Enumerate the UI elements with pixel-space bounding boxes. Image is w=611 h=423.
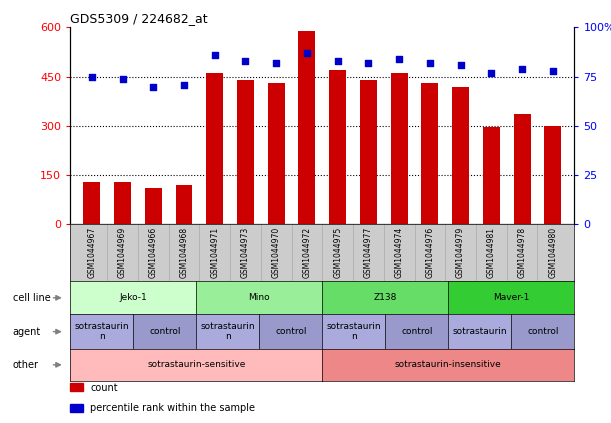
Point xyxy=(148,83,158,90)
Point xyxy=(364,60,373,66)
Text: sotrastaurin
n: sotrastaurin n xyxy=(326,322,381,341)
Text: cell line: cell line xyxy=(13,293,50,303)
Bar xyxy=(360,80,377,224)
Point xyxy=(333,58,343,64)
Text: GSM1044973: GSM1044973 xyxy=(241,227,250,278)
Point xyxy=(118,75,128,82)
Point xyxy=(517,66,527,72)
Text: percentile rank within the sample: percentile rank within the sample xyxy=(90,403,255,413)
Bar xyxy=(207,74,223,224)
Text: sotrastaurin
n: sotrastaurin n xyxy=(75,322,129,341)
Text: GSM1044975: GSM1044975 xyxy=(333,227,342,278)
Text: sotrastaurin
n: sotrastaurin n xyxy=(200,322,255,341)
Text: GSM1044970: GSM1044970 xyxy=(272,227,280,278)
Text: control: control xyxy=(527,327,558,336)
Text: control: control xyxy=(275,327,307,336)
Bar xyxy=(268,83,285,224)
Point xyxy=(394,55,404,62)
Text: GSM1044976: GSM1044976 xyxy=(425,227,434,278)
Text: Jeko-1: Jeko-1 xyxy=(119,293,147,302)
Text: control: control xyxy=(401,327,433,336)
Bar xyxy=(70,383,83,391)
Text: count: count xyxy=(90,382,118,393)
Bar xyxy=(514,114,530,224)
Text: agent: agent xyxy=(13,327,41,337)
Text: GSM1044977: GSM1044977 xyxy=(364,227,373,278)
Bar xyxy=(237,80,254,224)
Text: control: control xyxy=(149,327,180,336)
Point xyxy=(486,69,496,76)
Text: GSM1044967: GSM1044967 xyxy=(87,227,97,278)
Bar xyxy=(70,404,83,412)
Text: sotrastaurin-insensitive: sotrastaurin-insensitive xyxy=(395,360,502,369)
Bar xyxy=(114,182,131,224)
Text: GSM1044972: GSM1044972 xyxy=(302,227,312,278)
Point xyxy=(548,67,558,74)
Bar xyxy=(422,83,438,224)
Point xyxy=(425,60,435,66)
Text: GDS5309 / 224682_at: GDS5309 / 224682_at xyxy=(70,12,208,25)
Text: GSM1044969: GSM1044969 xyxy=(118,227,127,278)
Bar xyxy=(452,87,469,224)
Bar xyxy=(145,188,162,224)
Text: sotrastaurin: sotrastaurin xyxy=(453,327,507,336)
Point xyxy=(302,49,312,56)
Text: GSM1044966: GSM1044966 xyxy=(148,227,158,278)
Bar xyxy=(483,127,500,224)
Text: other: other xyxy=(13,360,38,370)
Text: GSM1044981: GSM1044981 xyxy=(487,227,496,278)
Text: Z138: Z138 xyxy=(373,293,397,302)
Text: GSM1044980: GSM1044980 xyxy=(548,227,557,278)
Point xyxy=(179,81,189,88)
Text: GSM1044978: GSM1044978 xyxy=(518,227,527,278)
Bar xyxy=(544,126,562,224)
Point xyxy=(456,61,466,68)
Text: GSM1044979: GSM1044979 xyxy=(456,227,465,278)
Text: GSM1044971: GSM1044971 xyxy=(210,227,219,278)
Point xyxy=(241,58,251,64)
Text: GSM1044974: GSM1044974 xyxy=(395,227,404,278)
Bar xyxy=(175,185,192,224)
Bar xyxy=(299,31,315,224)
Text: GSM1044968: GSM1044968 xyxy=(180,227,188,278)
Point xyxy=(271,60,281,66)
Point xyxy=(210,52,219,58)
Text: Mino: Mino xyxy=(249,293,270,302)
Text: sotrastaurin-sensitive: sotrastaurin-sensitive xyxy=(147,360,246,369)
Bar xyxy=(390,74,408,224)
Bar xyxy=(83,181,100,224)
Text: Maver-1: Maver-1 xyxy=(493,293,530,302)
Point xyxy=(87,73,97,80)
Bar xyxy=(329,70,346,224)
